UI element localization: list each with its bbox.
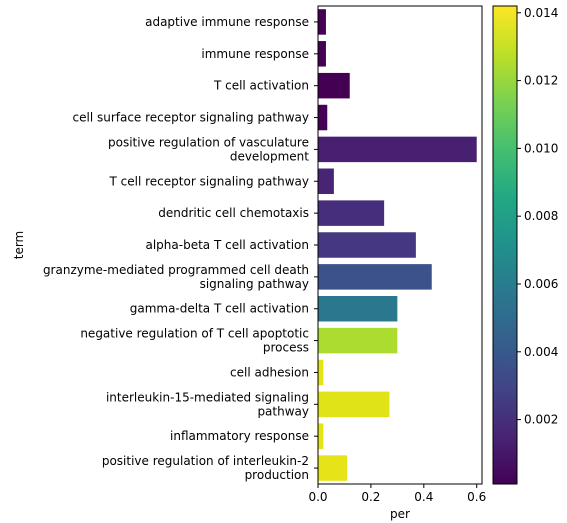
colorbar-ticks: 0.002 0.004 0.006 0.008 0.010 0.012 0.014 xyxy=(517,6,558,427)
y-tick-label-line: cell adhesion xyxy=(230,365,309,379)
bar xyxy=(318,391,390,418)
colorbar-tick-label: 0.004 xyxy=(524,345,558,359)
bar xyxy=(318,264,432,290)
x-tick-label: 0.6 xyxy=(467,490,486,504)
y-tick-label: granzyme-mediated programmed cell death s… xyxy=(43,263,309,291)
colorbar-tick-label: 0.014 xyxy=(524,6,558,20)
y-tick-label-line: development xyxy=(230,149,309,163)
y-tick-label-line: positive regulation of interleukin-2 xyxy=(102,454,309,468)
y-tick-label: gamma-delta T cell activation xyxy=(130,302,309,316)
x-tick-label: 0.2 xyxy=(361,490,380,504)
y-tick-label: cell surface receptor signaling pathway xyxy=(73,111,310,125)
bar xyxy=(318,9,326,35)
y-tick-label-line: inflammatory response xyxy=(170,429,309,443)
colorbar xyxy=(492,5,518,485)
plot-frame xyxy=(317,5,483,485)
y-tick-label-line: T cell receptor signaling pathway xyxy=(109,174,309,188)
y-tick-label-line: T cell activation xyxy=(213,79,309,93)
bar xyxy=(318,41,326,67)
bar xyxy=(318,136,477,163)
y-tick-label-line: production xyxy=(245,468,309,482)
y-axis-label: term xyxy=(12,231,26,260)
y-tick-label-line: interleukin-15-mediated signaling xyxy=(106,390,309,404)
bar xyxy=(318,295,398,322)
y-tick-label-line: pathway xyxy=(257,404,309,418)
colorbar-tick-label: 0.002 xyxy=(524,413,558,427)
x-tick-label: 0.0 xyxy=(308,490,327,504)
y-tick-label-line: negative regulation of T cell apoptotic xyxy=(80,327,309,341)
bar xyxy=(318,359,324,386)
bars-group xyxy=(318,9,477,481)
y-tick-label-line: immune response xyxy=(201,47,309,61)
y-tick-label: T cell receptor signaling pathway xyxy=(109,174,309,188)
x-ticks: 0.0 0.2 0.4 0.6 xyxy=(308,484,486,504)
y-tick-label: cell adhesion xyxy=(230,365,309,379)
y-tick-label-line: cell surface receptor signaling pathway xyxy=(73,111,310,125)
y-tick-label-line: signaling pathway xyxy=(200,277,309,291)
y-tick-label: adaptive immune response xyxy=(145,15,309,29)
bar xyxy=(318,104,328,131)
y-tick-label: negative regulation of T cell apoptotic p… xyxy=(80,327,309,355)
y-tick-label: T cell activation xyxy=(213,79,309,93)
y-tick-label-line: dendritic cell chemotaxis xyxy=(158,206,309,220)
y-tick-labels: adaptive immune response immune response T… xyxy=(43,15,318,482)
y-tick-label: positive regulation of interleukin-2 prod… xyxy=(102,454,309,482)
y-tick-label-line: alpha-beta T cell activation xyxy=(145,238,309,252)
y-tick-label: dendritic cell chemotaxis xyxy=(158,206,309,220)
bar xyxy=(318,168,334,195)
colorbar-tick-label: 0.012 xyxy=(524,74,558,88)
y-tick-label-line: gamma-delta T cell activation xyxy=(130,302,309,316)
colorbar-tick-label: 0.006 xyxy=(524,277,558,291)
y-tick-label-line: adaptive immune response xyxy=(145,15,309,29)
bar xyxy=(318,455,348,481)
y-tick-label: interleukin-15-mediated signaling pathway xyxy=(106,390,309,418)
x-axis-label: per xyxy=(390,507,410,521)
colorbar-tick-label: 0.008 xyxy=(524,209,558,223)
colorbar-tick-label: 0.010 xyxy=(524,141,558,155)
bar xyxy=(318,423,324,449)
y-tick-label: immune response xyxy=(201,47,309,61)
y-tick-label-line: process xyxy=(263,341,309,355)
bar xyxy=(318,72,350,99)
bar xyxy=(318,232,416,258)
x-tick-label: 0.4 xyxy=(414,490,433,504)
y-tick-label: inflammatory response xyxy=(170,429,309,443)
y-tick-label: positive regulation of vasculature develo… xyxy=(108,135,309,163)
bar xyxy=(318,200,385,226)
y-tick-label-line: granzyme-mediated programmed cell death xyxy=(43,263,309,277)
y-tick-label-line: positive regulation of vasculature xyxy=(108,135,309,149)
bar xyxy=(318,327,398,354)
y-tick-label: alpha-beta T cell activation xyxy=(145,238,309,252)
